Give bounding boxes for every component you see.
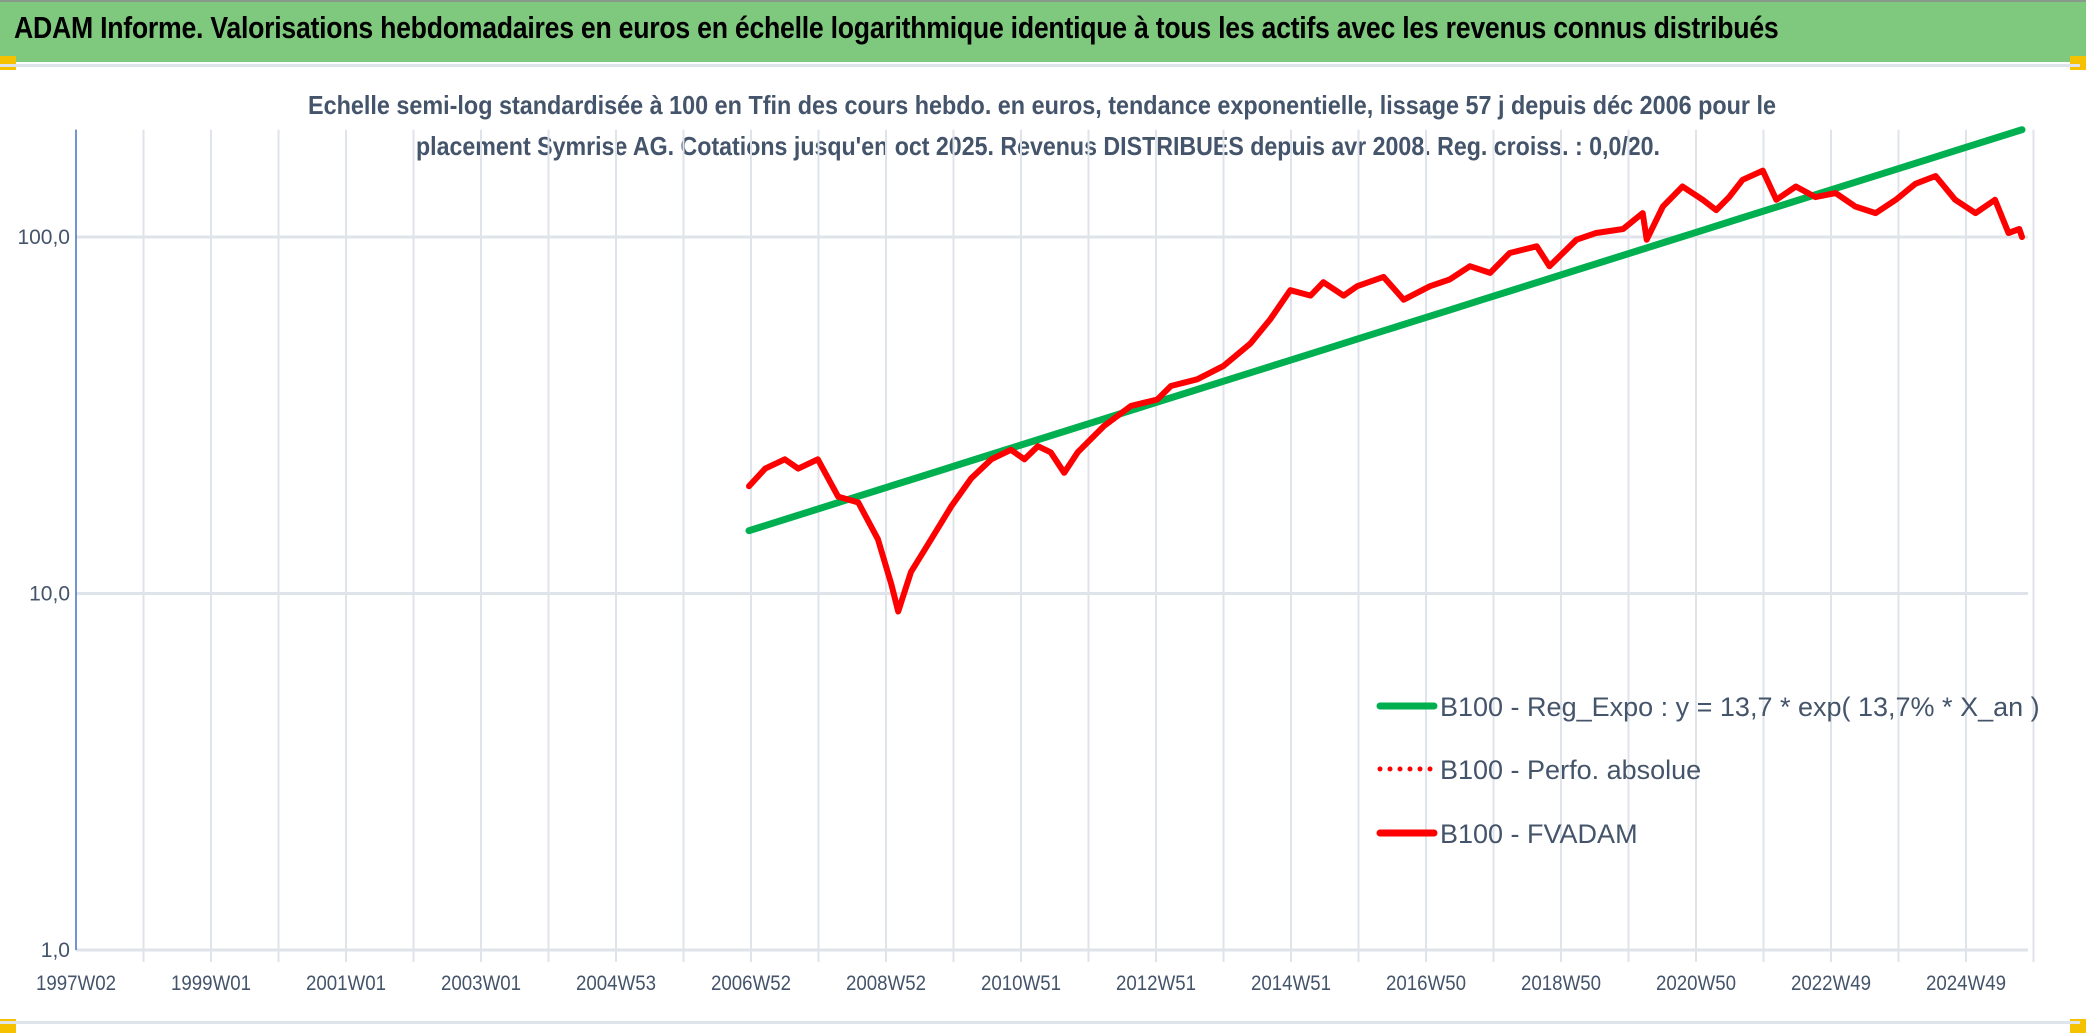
- x-tick-label: 2024W49: [1926, 972, 2006, 995]
- legend-label: B100 - Perfo. absolue: [1440, 755, 1701, 785]
- x-tick-label: 2006W52: [711, 972, 791, 995]
- report-header: ADAM Informe. Valorisations hebdomadaire…: [0, 0, 2086, 62]
- y-tick-label: 1,0: [41, 939, 70, 962]
- fvadam-line: [746, 167, 2025, 615]
- legend-label: B100 - FVADAM: [1440, 819, 1638, 849]
- report-title: ADAM Informe. Valorisations hebdomadaire…: [14, 10, 1779, 45]
- legend-label: B100 - Reg_Expo : y = 13,7 * exp( 13,7% …: [1440, 692, 2040, 722]
- x-tick-label: 2018W50: [1521, 972, 1601, 995]
- x-tick-label: 2004W53: [576, 972, 656, 995]
- x-tick-label: 2020W50: [1656, 972, 1736, 995]
- x-tick-label: 1997W02: [36, 972, 116, 995]
- chart-title-line-2: placement Symrise AG. Cotations jusqu'en…: [416, 131, 1660, 161]
- x-tick-label: 2010W51: [981, 972, 1061, 995]
- chart-title-line-1: Echelle semi-log standardisée à 100 en T…: [308, 90, 1776, 120]
- y-tick-label: 100,0: [17, 226, 70, 249]
- legend: B100 - Reg_Expo : y = 13,7 * exp( 13,7% …: [1376, 692, 2040, 849]
- chart-frame: [0, 64, 2080, 1024]
- x-tick-label: 2016W50: [1386, 972, 1466, 995]
- x-tick-label: 2022W49: [1791, 972, 1871, 995]
- x-tick-label: 1999W01: [171, 972, 251, 995]
- x-tick-label: 2001W01: [306, 972, 386, 995]
- y-tick-label: 10,0: [29, 583, 70, 606]
- x-tick-label: 2008W52: [846, 972, 926, 995]
- x-tick-label: 2003W01: [441, 972, 521, 995]
- x-tick-label: 2014W51: [1251, 972, 1331, 995]
- x-tick-label: 2012W51: [1116, 972, 1196, 995]
